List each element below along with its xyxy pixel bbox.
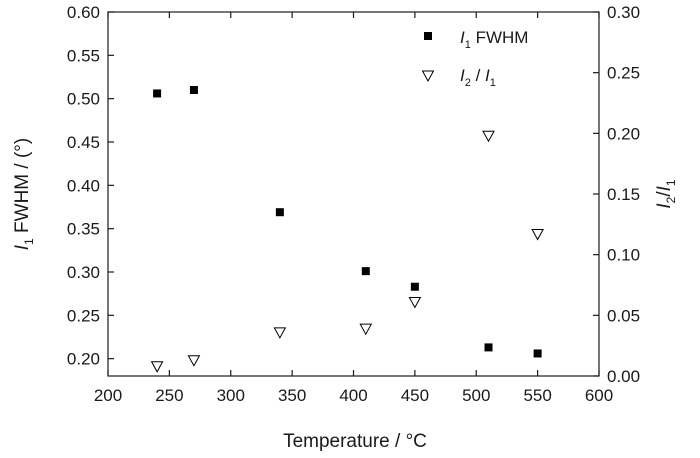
right-y-axis-title-slash: /	[654, 191, 675, 197]
left-y-axis-title-text: FWHM / (°)	[12, 138, 33, 238]
ratio-point	[531, 229, 544, 241]
left-y-tick-label: 0.25	[67, 306, 100, 325]
legend-fwhm-text: FWHM	[471, 28, 529, 47]
legend-marker-open-triangle	[421, 70, 435, 83]
legend-entry-fwhm: I1 FWHM	[460, 28, 528, 51]
right-y-axis-title-symbol-a: I	[654, 203, 675, 209]
left-y-tick-label: 0.60	[67, 3, 100, 22]
fwhm-point	[275, 208, 284, 217]
fwhm-point	[484, 343, 493, 352]
legend-ratio-subscript-b: 1	[490, 77, 496, 89]
ratio-point	[273, 327, 287, 339]
right-y-tick-label: 0.00	[607, 367, 640, 386]
legend-ratio-symbol-b: I	[485, 66, 490, 85]
x-tick-label: 550	[523, 386, 551, 405]
x-tick-label: 250	[155, 386, 183, 405]
legend-ratio-subscript-a: 2	[465, 77, 471, 89]
left-y-tick-label: 0.30	[67, 263, 100, 282]
x-tick-label: 600	[585, 386, 613, 405]
legend-fwhm-subscript: 1	[465, 39, 471, 51]
right-y-tick-label: 0.25	[607, 64, 640, 83]
fwhm-point	[410, 282, 419, 291]
ratio-point	[359, 323, 373, 336]
x-tick-label: 500	[462, 386, 490, 405]
left-y-tick-label: 0.45	[67, 133, 100, 152]
left-y-tick-label: 0.35	[67, 220, 100, 239]
ratio-point	[187, 355, 201, 367]
x-tick-label: 350	[278, 386, 306, 405]
right-y-tick-label: 0.20	[607, 124, 640, 143]
fwhm-point	[361, 267, 370, 276]
ratio-point	[408, 296, 422, 309]
ratio-point	[482, 130, 495, 143]
left-y-tick-label: 0.55	[67, 46, 100, 65]
left-y-tick-label: 0.50	[67, 90, 100, 109]
left-y-axis-title-subscript: 1	[22, 238, 36, 245]
x-tick-label: 400	[339, 386, 367, 405]
right-y-axis-title: I2/I1	[654, 179, 678, 209]
legend-entry-ratio: I2 / I1	[460, 66, 496, 89]
left-y-tick-label: 0.40	[67, 176, 100, 195]
legend-ratio-symbol-a: I	[460, 66, 465, 85]
right-y-axis-title-subscript-b: 1	[664, 179, 678, 186]
x-axis-ticks: 200 250 300 350 400 450 500 550 600	[94, 12, 613, 405]
right-y-tick-label: 0.15	[607, 185, 640, 204]
x-tick-label: 450	[401, 386, 429, 405]
x-tick-label: 200	[94, 386, 122, 405]
left-y-axis-title: I1 FWHM / (°)	[12, 138, 36, 250]
left-y-axis-title-symbol: I	[12, 244, 33, 250]
legend-ratio-slash: /	[471, 66, 485, 85]
right-y-axis-title-symbol-b: I	[654, 185, 675, 191]
right-y-axis-ticks: 0.00 0.05 0.10 0.15 0.20 0.25 0.30	[593, 3, 640, 386]
legend-fwhm-symbol: I	[460, 28, 465, 47]
fwhm-point	[189, 86, 198, 94]
ratio-point	[150, 361, 164, 373]
legend-marker-filled-square	[424, 32, 432, 40]
right-y-tick-label: 0.30	[607, 3, 640, 22]
right-y-tick-label: 0.05	[607, 306, 640, 325]
fwhm-point	[533, 349, 542, 358]
x-axis-title: Temperature / °C	[283, 431, 427, 452]
data-marks	[150, 86, 544, 373]
right-y-axis-title-subscript-a: 2	[664, 196, 678, 203]
x-tick-label: 300	[217, 386, 245, 405]
fwhm-point	[153, 89, 162, 98]
left-y-tick-label: 0.20	[67, 350, 100, 369]
left-y-axis-ticks: 0.20 0.25 0.30 0.35 0.40 0.45 0.50 0.55 0.60	[67, 3, 114, 369]
plot-frame	[107, 11, 600, 377]
legend: I1 FWHM I2 / I1	[421, 28, 528, 89]
right-y-tick-label: 0.10	[607, 246, 640, 265]
